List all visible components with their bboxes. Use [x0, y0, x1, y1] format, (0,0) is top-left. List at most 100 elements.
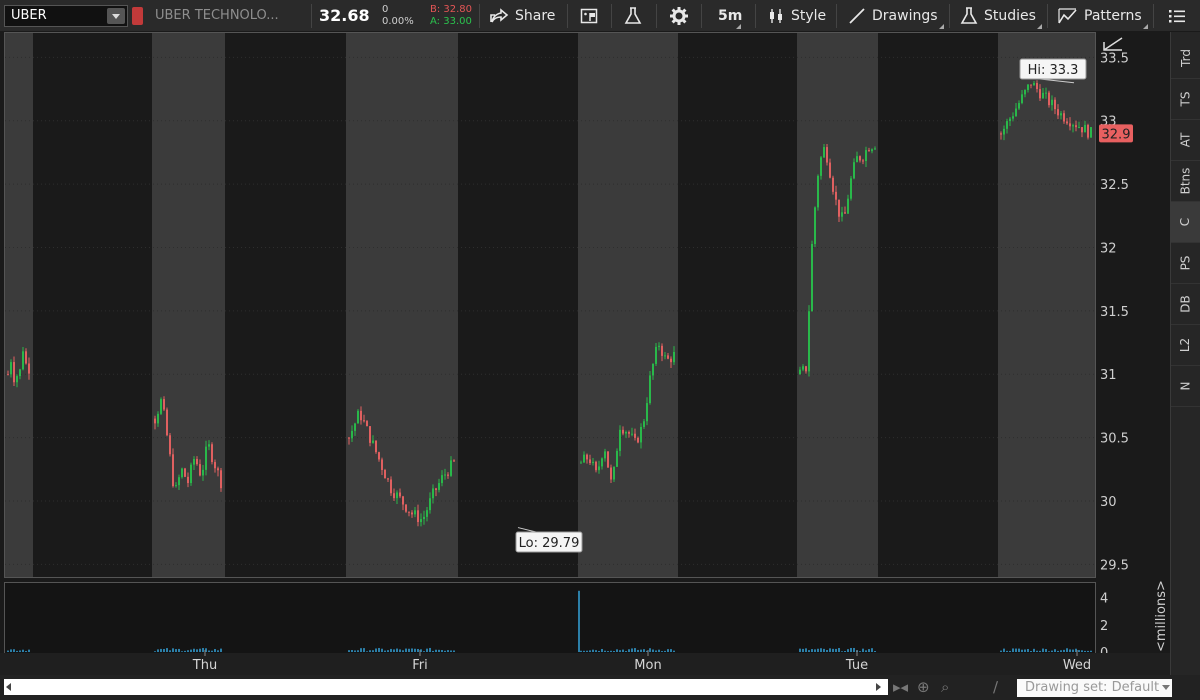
scale-icon[interactable]	[1103, 37, 1123, 51]
candle-body	[16, 376, 18, 383]
volume-bar	[1069, 649, 1071, 652]
patterns-icon	[1058, 8, 1077, 24]
volume-bar	[841, 651, 843, 652]
crosshair-icon[interactable]: ⊕	[917, 678, 930, 696]
side-tab-l2[interactable]: L2	[1171, 325, 1200, 366]
volume-bar	[829, 648, 831, 652]
volume-bar	[853, 647, 855, 652]
volume-bar	[1060, 650, 1062, 652]
candle-body	[1075, 125, 1077, 128]
candle-body	[414, 510, 416, 515]
volume-bar	[1066, 648, 1068, 652]
candle-body	[163, 399, 165, 410]
candle-body	[450, 460, 452, 476]
studies-button[interactable]: Studies	[960, 0, 1042, 32]
side-tab-label: C	[1178, 217, 1193, 227]
session-band	[578, 32, 678, 577]
candle-body	[217, 468, 219, 471]
candle-body	[601, 458, 603, 467]
candle-body	[354, 423, 356, 431]
volume-bar	[1003, 648, 1005, 652]
price-panel-border	[4, 32, 1096, 578]
side-tab-ts[interactable]: TS	[1171, 79, 1200, 120]
callout-leader	[517, 527, 537, 533]
volume-bar	[202, 648, 204, 652]
side-tab-c[interactable]: C	[1171, 202, 1200, 243]
callout-box	[1019, 58, 1087, 80]
scroll-left-arrow-icon[interactable]	[6, 683, 11, 691]
candle-body	[616, 450, 618, 467]
alert-flag-icon[interactable]	[132, 7, 143, 25]
time-scrollbar[interactable]	[4, 679, 888, 695]
side-tab-strip: Trd TS AT Btns C PS DB L2 N	[1170, 32, 1200, 682]
candle-body	[432, 488, 434, 499]
volume-bar	[1051, 650, 1053, 652]
candle-body	[649, 375, 651, 404]
drawings-button[interactable]: Drawings	[848, 0, 944, 32]
symbol-text: UBER	[11, 8, 47, 23]
volume-bar	[640, 649, 642, 652]
settings-button[interactable]	[669, 0, 695, 32]
style-label: Style	[791, 8, 827, 24]
volume-bar	[208, 650, 210, 652]
candle-body	[393, 493, 395, 499]
side-tab-at[interactable]: AT	[1171, 120, 1200, 161]
side-tab-trd[interactable]: Trd	[1171, 38, 1200, 79]
flag-button[interactable]	[580, 0, 606, 32]
side-tab-ps[interactable]: PS	[1171, 243, 1200, 284]
style-button[interactable]: Style	[767, 0, 826, 32]
time-tick-label: Fri	[412, 658, 428, 673]
share-button[interactable]: Share	[489, 0, 555, 32]
candle-body	[1087, 124, 1089, 138]
side-tab-btns[interactable]: Btns	[1171, 161, 1200, 202]
drawing-set-selector[interactable]: Drawing set: Default	[1017, 679, 1172, 697]
candle-body	[7, 374, 9, 376]
volume-bar	[658, 649, 660, 652]
scroll-right-arrow-icon[interactable]	[876, 683, 881, 691]
candle-body	[187, 476, 189, 484]
candle-body	[1048, 92, 1050, 106]
volume-bar	[441, 650, 443, 652]
time-axis[interactable]: Thu Fri Mon Tue Wed	[0, 650, 1170, 675]
candle-body	[429, 498, 431, 511]
zoom-icon[interactable]: ⌕	[941, 678, 950, 696]
menu-button[interactable]	[1168, 0, 1192, 32]
volume-bar	[411, 648, 413, 652]
patterns-button[interactable]: Patterns	[1058, 0, 1148, 32]
candle-body	[634, 433, 636, 438]
change-percent: 0.00%	[382, 16, 414, 27]
symbol-dropdown-icon[interactable]	[107, 8, 125, 24]
volume-bar	[859, 651, 861, 652]
lab-button[interactable]	[624, 0, 648, 32]
volume-bar	[396, 648, 398, 652]
symbol-input[interactable]: UBER	[4, 5, 128, 27]
volume-bar	[408, 648, 410, 652]
candle-body	[829, 162, 831, 178]
candle-body	[438, 483, 440, 490]
side-tab-n[interactable]: N	[1171, 366, 1200, 407]
volume-bar	[1030, 650, 1032, 652]
side-tab-db[interactable]: DB	[1171, 284, 1200, 325]
volume-bar	[580, 650, 582, 652]
pan-arrows-icon[interactable]: ▸◂	[893, 678, 909, 696]
volume-panel: 420<millions>	[7, 580, 1169, 661]
candle-body	[673, 351, 675, 363]
candle-body	[399, 492, 401, 497]
time-tick-label: Thu	[192, 658, 217, 673]
volume-bar	[1084, 650, 1086, 652]
drawing-tool-icon[interactable]: ∕	[993, 678, 999, 696]
candle-body	[1027, 84, 1029, 90]
volume-bar	[601, 648, 603, 652]
chevron-down-icon[interactable]	[1162, 685, 1170, 690]
timeframe-selector[interactable]: 5m	[718, 0, 742, 32]
volume-bar	[1015, 648, 1017, 652]
candle-body	[172, 454, 174, 487]
volume-bar	[160, 648, 162, 652]
candle-body	[1021, 94, 1023, 104]
candle-body	[670, 358, 672, 363]
candle-body	[211, 444, 213, 463]
side-tab-label: PS	[1178, 255, 1193, 271]
